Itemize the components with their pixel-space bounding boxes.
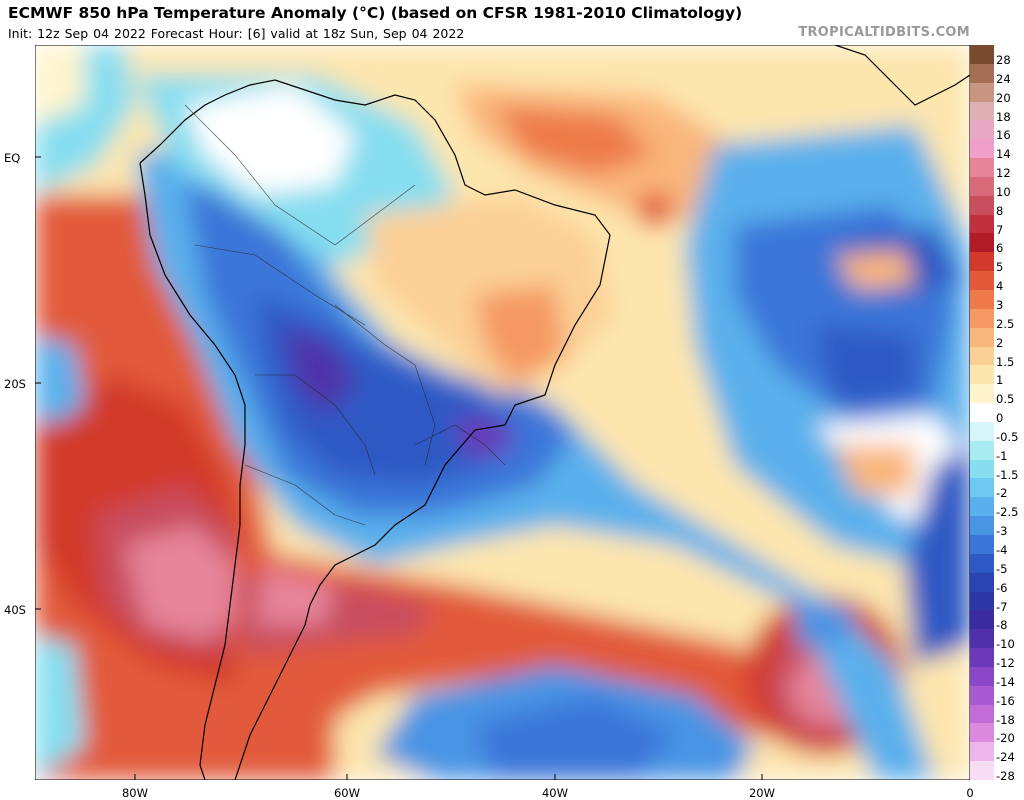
colorbar-segment bbox=[970, 195, 994, 216]
colorbar-segment bbox=[970, 139, 994, 159]
colorbar-tick-label: 24 bbox=[996, 71, 1011, 86]
colorbar-segment bbox=[970, 158, 994, 178]
colorbar-segment bbox=[970, 403, 994, 423]
colorbar-tick-label: -3 bbox=[996, 524, 1008, 539]
colorbar-segment bbox=[970, 45, 994, 65]
colorbar-segment bbox=[970, 535, 994, 555]
colorbar-tick-label: 16 bbox=[996, 128, 1011, 143]
lon-label-20w: 20W bbox=[748, 786, 776, 800]
colorbar-tick-label: -16 bbox=[996, 693, 1015, 708]
colorbar-segment bbox=[970, 346, 994, 366]
colorbar-tick-label: -20 bbox=[996, 731, 1015, 746]
colorbar-segment bbox=[970, 176, 994, 197]
colorbar-tick-label: -28 bbox=[996, 769, 1015, 784]
lon-label-60w: 60W bbox=[333, 786, 361, 800]
colorbar-tick-label: 0.5 bbox=[996, 392, 1015, 407]
colorbar-tick-label: 2.5 bbox=[996, 316, 1015, 331]
colorbar-tick-label: 28 bbox=[996, 53, 1011, 67]
colorbar-segment bbox=[970, 459, 994, 479]
colorbar-segment bbox=[970, 82, 994, 103]
colorbar-tick-label: -18 bbox=[996, 712, 1015, 727]
colorbar-segment bbox=[970, 666, 994, 687]
colorbar-segment bbox=[970, 120, 994, 140]
colorbar-tick-label: 0 bbox=[996, 411, 1004, 426]
colorbar-tick-label: -8 bbox=[996, 618, 1008, 633]
lat-label-eq: EQ bbox=[4, 151, 21, 165]
lat-label-20s: 20S bbox=[4, 377, 26, 391]
colorbar-segment bbox=[970, 252, 994, 272]
colorbar-tick-label: -1 bbox=[996, 448, 1008, 463]
colorbar-tick-label: -2.5 bbox=[996, 505, 1019, 520]
colorbar-tick-label: 14 bbox=[996, 147, 1011, 162]
colorbar-tick-label: 1 bbox=[996, 373, 1004, 388]
colorbar-segment bbox=[970, 761, 994, 781]
lon-label-40w: 40W bbox=[541, 786, 569, 800]
colorbar-tick-label: -24 bbox=[996, 750, 1015, 765]
colorbar-segment bbox=[970, 233, 994, 253]
colorbar-tick-label: 7 bbox=[996, 222, 1004, 237]
colorbar-segment bbox=[970, 440, 994, 461]
colorbar-segment bbox=[970, 553, 994, 574]
colorbar-segment bbox=[970, 63, 994, 84]
colorbar-segment bbox=[970, 497, 994, 517]
colorbar-tick-label: -1.5 bbox=[996, 467, 1019, 482]
colorbar-tick-label: -7 bbox=[996, 599, 1008, 614]
colorbar-tick-label: -14 bbox=[996, 674, 1015, 689]
colorbar-tick-label: 10 bbox=[996, 184, 1011, 199]
lat-label-40s: 40S bbox=[4, 603, 26, 617]
colorbar-tick-label: -4 bbox=[996, 543, 1008, 557]
colorbar-segment bbox=[970, 591, 994, 611]
colorbar-segment bbox=[970, 308, 994, 329]
colorbar-segment bbox=[970, 516, 994, 536]
anomaly-field bbox=[35, 45, 970, 780]
colorbar-segment bbox=[970, 214, 994, 234]
colorbar-segment bbox=[970, 101, 994, 121]
colorbar-tick-label: -12 bbox=[996, 656, 1015, 671]
colorbar-tick-label: 18 bbox=[996, 109, 1011, 124]
colorbar-segment bbox=[970, 648, 994, 668]
colorbar-segment bbox=[970, 384, 994, 404]
colorbar-tick-label: 2 bbox=[996, 335, 1004, 350]
colorbar-tick-label: 6 bbox=[996, 241, 1004, 256]
colorbar-tick-label: -6 bbox=[996, 580, 1008, 595]
colorbar-tick-label: 20 bbox=[996, 90, 1011, 105]
colorbar-segment bbox=[970, 610, 994, 630]
political-borders bbox=[184, 104, 506, 526]
colorbar-segment bbox=[970, 742, 994, 762]
colorbar-segment bbox=[970, 290, 994, 310]
chart-title: ECMWF 850 hPa Temperature Anomaly (°C) (… bbox=[8, 4, 743, 22]
colorbar-tick-label: 8 bbox=[996, 203, 1004, 218]
colorbar bbox=[970, 45, 994, 781]
graticule-ticks bbox=[35, 156, 970, 780]
colorbar-segment bbox=[970, 685, 994, 706]
coastlines bbox=[139, 45, 970, 780]
colorbar-segment bbox=[970, 365, 994, 385]
colorbar-segment bbox=[970, 572, 994, 593]
colorbar-segment bbox=[970, 723, 994, 743]
colorbar-segment bbox=[970, 629, 994, 649]
lon-label-0: 0 bbox=[966, 786, 974, 800]
site-brand: TROPICALTIDBITS.COM bbox=[798, 25, 970, 40]
anomaly-map bbox=[35, 45, 970, 780]
colorbar-tick-label: -10 bbox=[996, 637, 1015, 652]
colorbar-tick-label: -0.5 bbox=[996, 429, 1019, 444]
colorbar-tick-label: 12 bbox=[996, 166, 1011, 181]
colorbar-segment bbox=[970, 327, 994, 348]
colorbar-tick-label: 3 bbox=[996, 298, 1004, 312]
colorbar-segment bbox=[970, 421, 994, 442]
colorbar-segment bbox=[970, 478, 994, 498]
colorbar-tick-label: 4 bbox=[996, 279, 1004, 294]
colorbar-tick-label: 1.5 bbox=[996, 354, 1015, 369]
chart-subtitle: Init: 12z Sep 04 2022 Forecast Hour: [6]… bbox=[8, 26, 465, 41]
colorbar-segment bbox=[970, 704, 994, 724]
colorbar-tick-label: 5 bbox=[996, 260, 1004, 275]
lon-label-80w: 80W bbox=[121, 786, 149, 800]
colorbar-tick-label: -5 bbox=[996, 561, 1008, 576]
colorbar-tick-label: -2 bbox=[996, 486, 1008, 501]
colorbar-segment bbox=[970, 271, 994, 291]
